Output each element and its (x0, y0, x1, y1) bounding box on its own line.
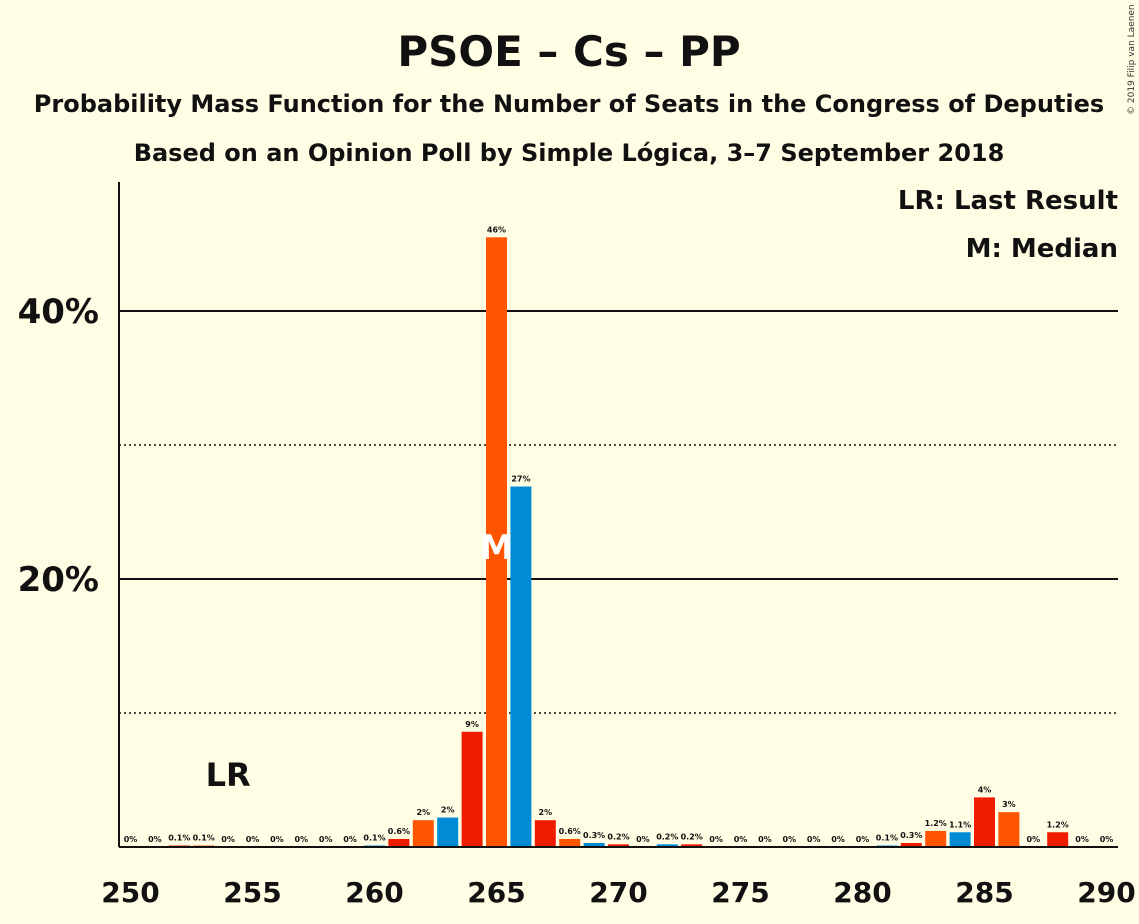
data-label-seat-266: 27% (511, 475, 530, 484)
gridlines: 20% 40% (18, 292, 1118, 714)
markers: LR M (206, 528, 514, 794)
bar-seat-266 (510, 486, 532, 847)
bar-seat-283 (925, 830, 947, 847)
bar-seat-284 (949, 832, 971, 847)
data-label-seat-259: 0% (343, 835, 357, 844)
bar-seat-273 (681, 844, 703, 847)
data-label-seat-260: 0.1% (363, 834, 385, 843)
data-label-seat-269: 0.3% (583, 831, 605, 840)
copyright-credit: © 2019 Filip van Laenen (1127, 4, 1137, 115)
bar-seat-261 (388, 838, 410, 847)
bar-seat-263 (437, 817, 459, 847)
chart-subtitle-2: Based on an Opinion Poll by Simple Lógic… (134, 139, 1005, 167)
chart-subtitle-1: Probability Mass Function for the Number… (34, 90, 1104, 118)
last-result-marker: LR (206, 756, 251, 794)
bar-seat-286 (998, 812, 1020, 847)
data-label-seat-278: 0% (807, 835, 821, 844)
y-tick-label: 20% (18, 560, 99, 600)
data-label-seat-255: 0% (246, 835, 260, 844)
data-label-seat-250: 0% (124, 835, 138, 844)
data-label-seat-272: 0.2% (656, 832, 678, 841)
x-tick-label: 275 (711, 876, 769, 909)
data-label-seat-263: 2% (441, 806, 455, 815)
data-label-seat-261: 0.6% (388, 827, 410, 836)
data-label-seat-256: 0% (270, 835, 284, 844)
data-label-seat-273: 0.2% (681, 832, 703, 841)
data-label-seat-265: 46% (487, 225, 506, 234)
bar-seat-267 (534, 820, 556, 847)
data-label-seat-267: 2% (539, 808, 553, 817)
data-label-seat-258: 0% (319, 835, 333, 844)
data-label-seat-274: 0% (709, 835, 723, 844)
bar-seat-288 (1047, 832, 1069, 847)
y-tick-label: 40% (18, 292, 99, 332)
data-label-seat-276: 0% (758, 835, 772, 844)
data-label-seat-286: 3% (1002, 800, 1016, 809)
x-tick-label: 255 (223, 876, 281, 909)
data-label-seat-264: 9% (465, 720, 479, 729)
data-label-seat-285: 4% (978, 785, 992, 794)
data-label-seat-279: 0% (831, 835, 845, 844)
data-label-seat-289: 0% (1075, 835, 1089, 844)
data-label-seat-254: 0% (221, 835, 235, 844)
x-tick-label: 290 (1077, 876, 1135, 909)
axes: 250 255 260 265 270 275 280 285 290 (101, 182, 1136, 909)
data-label-seat-271: 0% (636, 835, 650, 844)
bar-seat-265 (486, 237, 507, 848)
data-label-seat-284: 1.1% (949, 820, 971, 829)
data-label-seat-270: 0.2% (607, 832, 629, 841)
x-tick-label: 260 (345, 876, 403, 909)
data-label-seat-253: 0.1% (193, 834, 215, 843)
data-label-seat-257: 0% (295, 835, 309, 844)
bar-seat-270 (608, 844, 629, 847)
bar-seat-268 (559, 838, 581, 847)
data-labels: 0% 0% 0.1% 0.1% 0% 0% 0% 0% 0% 0% 0.1%0.6%2% 2%9%46… (124, 225, 1114, 844)
data-label-seat-277: 0% (783, 835, 797, 844)
bar-seat-269 (583, 842, 605, 847)
x-tick-label: 250 (101, 876, 159, 909)
data-label-seat-280: 0% (856, 835, 870, 844)
bar-seat-272 (656, 844, 678, 847)
data-label-seat-288: 1.2% (1047, 820, 1069, 829)
data-label-seat-262: 2% (417, 808, 431, 817)
data-label-seat-290: 0% (1100, 835, 1114, 844)
legend-last-result: LR: Last Result (898, 186, 1118, 216)
chart-title: PSOE – Cs – PP (397, 27, 740, 76)
x-tick-label: 285 (955, 876, 1013, 909)
data-label-seat-268: 0.6% (559, 827, 581, 836)
data-label-seat-282: 0.3% (900, 831, 922, 840)
x-tick-label: 270 (589, 876, 647, 909)
data-label-seat-283: 1.2% (925, 819, 947, 828)
bar-seat-264 (461, 731, 483, 847)
bar-seat-285 (974, 797, 995, 847)
data-label-seat-281: 0.1% (876, 834, 898, 843)
data-label-seat-252: 0.1% (168, 834, 190, 843)
bar-seat-262 (412, 820, 434, 847)
bar-seat-282 (900, 842, 922, 847)
data-label-seat-251: 0% (148, 835, 162, 844)
data-label-seat-275: 0% (734, 835, 748, 844)
bar-series (168, 237, 1069, 848)
data-label-seat-287: 0% (1027, 835, 1041, 844)
x-tick-label: 280 (833, 876, 891, 909)
x-tick-label: 265 (467, 876, 525, 909)
median-marker: M (480, 528, 514, 568)
legend-median: M: Median (966, 234, 1118, 264)
